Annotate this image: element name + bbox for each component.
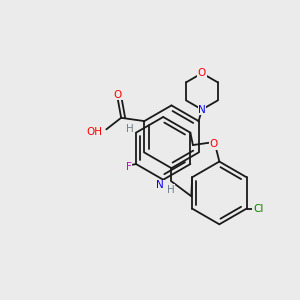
Text: H: H <box>167 184 174 195</box>
Text: O: O <box>209 140 217 149</box>
Text: Cl: Cl <box>253 204 263 214</box>
Text: N: N <box>157 180 164 190</box>
Text: N: N <box>198 104 206 115</box>
Text: H: H <box>126 124 133 134</box>
Text: OH: OH <box>86 127 102 137</box>
Text: O: O <box>198 68 206 78</box>
Text: O: O <box>114 90 122 100</box>
Text: F: F <box>125 162 131 172</box>
